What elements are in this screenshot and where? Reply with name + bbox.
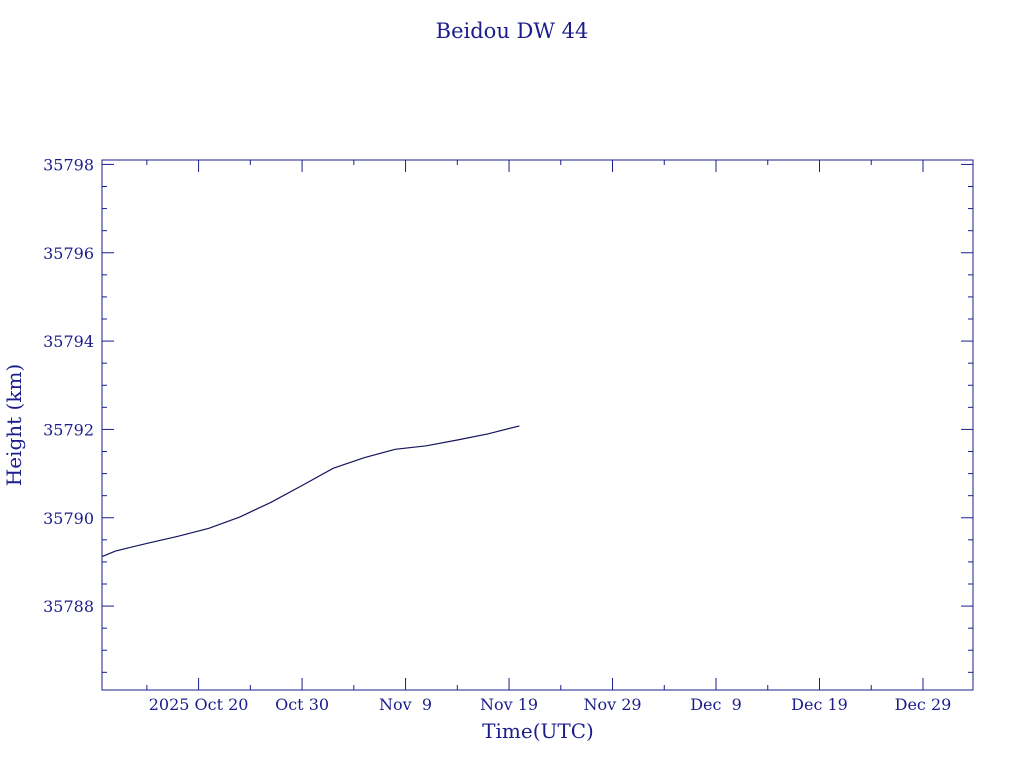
y-tick-labels: 35788 35790 35792 35794 35796 35798	[43, 155, 94, 616]
x-tick-label: Dec 9	[690, 695, 742, 714]
minor-ticks	[102, 160, 973, 690]
x-tick-label: Oct 30	[275, 695, 329, 714]
x-tick-label: Dec 29	[895, 695, 952, 714]
y-tick-label: 35792	[43, 420, 94, 439]
y-axis-label: Height (km)	[2, 364, 26, 486]
major-ticks	[102, 160, 973, 690]
y-tick-label: 35794	[43, 332, 94, 351]
y-tick-label: 35796	[43, 244, 94, 263]
chart-title: Beidou DW 44	[436, 19, 589, 43]
x-axis-label: Time(UTC)	[482, 719, 594, 743]
x-tick-labels: 2025 Oct 20 Oct 30 Nov 9 Nov 19 Nov 29 Dec 9 D…	[149, 695, 952, 714]
x-tick-label: Nov 19	[480, 695, 538, 714]
x-tick-label: Dec 19	[791, 695, 848, 714]
x-tick-label: Nov 9	[379, 695, 432, 714]
x-tick-label: 2025 Oct 20	[149, 695, 249, 714]
y-tick-label: 35788	[43, 597, 94, 616]
series-line-height	[101, 425, 520, 558]
plot-frame	[101, 159, 974, 691]
x-tick-label: Nov 29	[583, 695, 641, 714]
y-tick-label: 35798	[43, 155, 94, 174]
y-tick-label: 35790	[43, 509, 94, 528]
